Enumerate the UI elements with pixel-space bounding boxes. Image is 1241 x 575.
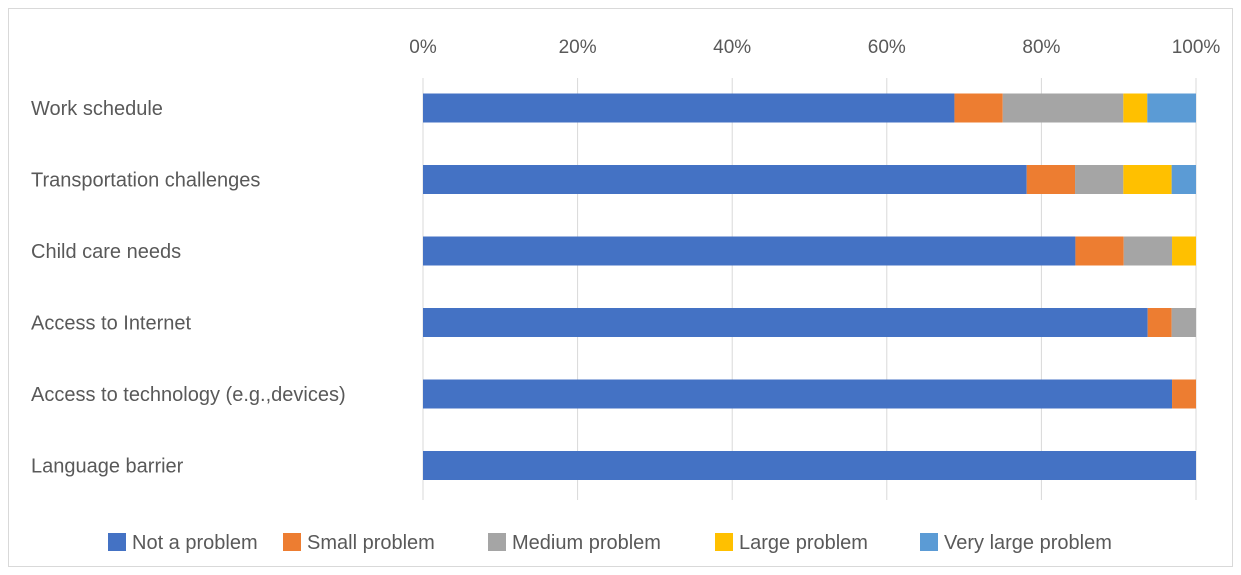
legend-swatch <box>715 533 733 551</box>
bar-segment <box>423 379 1173 409</box>
x-tick-label: 60% <box>868 37 906 58</box>
gridlines <box>422 78 1197 500</box>
x-tick-label: 20% <box>559 37 597 58</box>
bar-segment <box>423 308 1148 337</box>
legend-label: Very large problem <box>944 532 1112 554</box>
legend-swatch <box>920 533 938 551</box>
bar-segment <box>1123 236 1173 266</box>
bar-segment <box>1075 236 1124 266</box>
bar-segment <box>1171 165 1196 194</box>
bar-segment <box>423 451 1196 480</box>
category-label: Transportation challenges <box>31 170 260 192</box>
bar-segment <box>423 93 955 123</box>
category-label: Access to Internet <box>31 313 192 335</box>
bar-segment <box>1171 308 1196 337</box>
x-tick-label: 80% <box>1022 37 1060 58</box>
bar-segment <box>1075 165 1124 194</box>
category-labels: Work schedule Transportation challenges Ch… <box>31 98 346 478</box>
legend-label: Medium problem <box>512 532 661 554</box>
bar-segment <box>1147 308 1172 337</box>
category-label: Work schedule <box>31 98 163 120</box>
category-label: Language barrier <box>31 456 184 478</box>
bar-segment <box>1172 236 1196 266</box>
legend-swatch <box>283 533 301 551</box>
bars <box>423 93 1196 480</box>
bar-segment <box>1147 93 1196 123</box>
bar-segment <box>1002 93 1124 123</box>
x-tick-label: 0% <box>409 37 437 58</box>
legend-swatch <box>108 533 126 551</box>
bar-segment <box>423 165 1027 194</box>
legend-label: Large problem <box>739 532 868 554</box>
bar-segment <box>1123 165 1172 194</box>
bar-segment <box>1123 93 1148 123</box>
x-axis-ticks: 0% 20% 40% 60% 80% 100% <box>409 37 1220 58</box>
category-label: Access to technology (e.g.,devices) <box>31 384 346 406</box>
x-tick-label: 40% <box>713 37 751 58</box>
legend: Not a problem Small problem Medium problem… <box>108 532 1112 554</box>
bar-segment <box>1172 379 1196 409</box>
x-tick-label: 100% <box>1172 37 1221 58</box>
category-label: Child care needs <box>31 241 181 263</box>
legend-swatch <box>488 533 506 551</box>
legend-label: Small problem <box>307 532 435 554</box>
bar-segment <box>423 236 1076 266</box>
bar-segment <box>1026 165 1076 194</box>
legend-label: Not a problem <box>132 532 258 554</box>
bar-segment <box>954 93 1003 123</box>
